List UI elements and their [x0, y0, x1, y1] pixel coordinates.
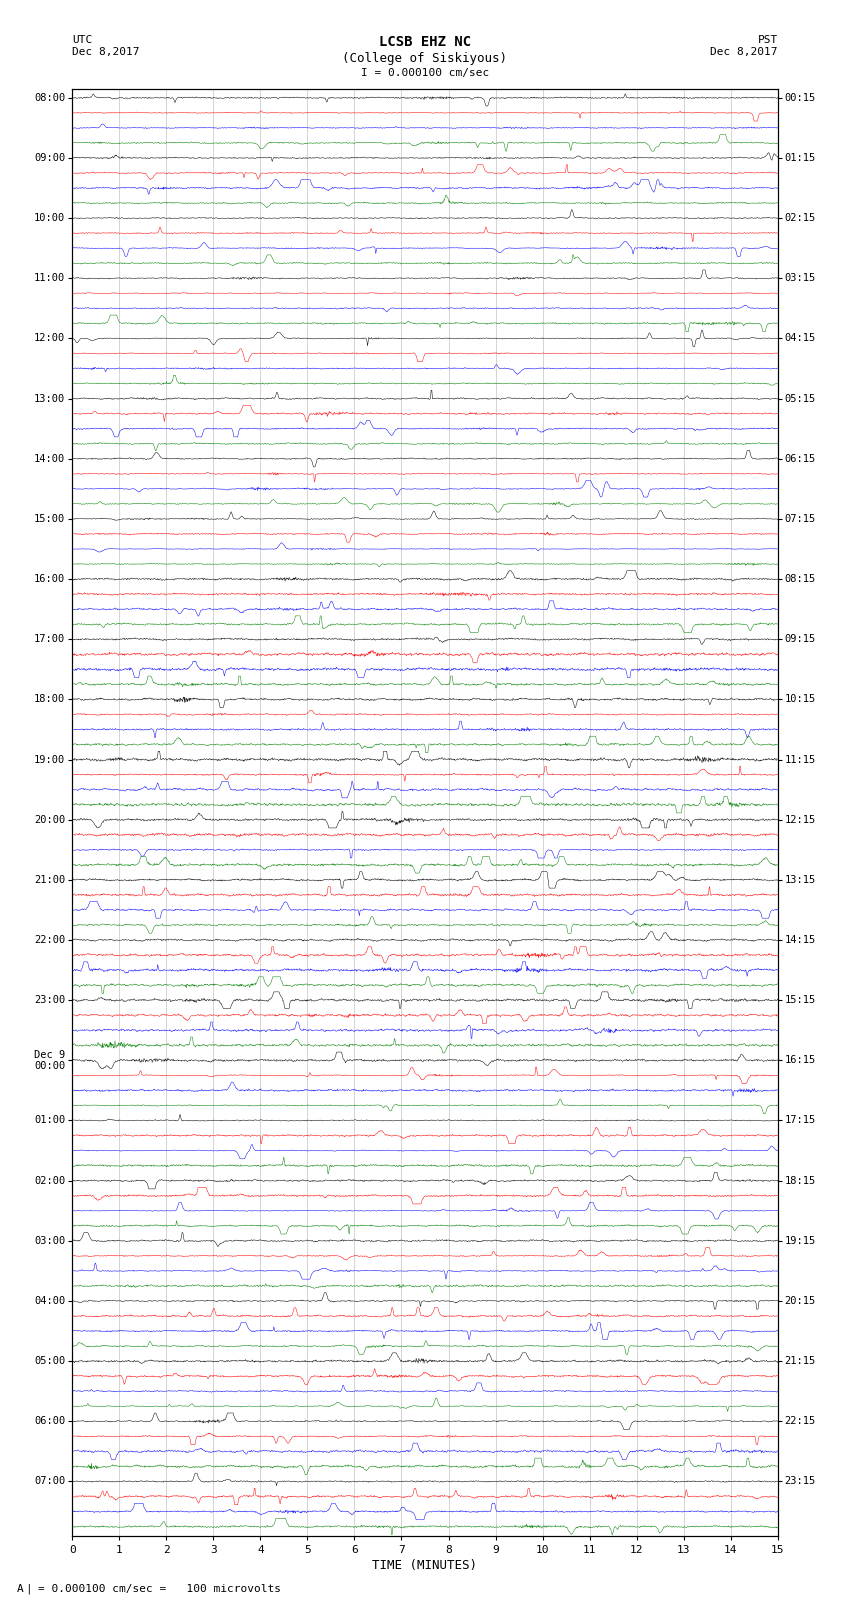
X-axis label: TIME (MINUTES): TIME (MINUTES)	[372, 1558, 478, 1571]
Text: (College of Siskiyous): (College of Siskiyous)	[343, 52, 507, 65]
Text: = 0.000100 cm/sec =   100 microvolts: = 0.000100 cm/sec = 100 microvolts	[38, 1584, 281, 1594]
Text: I = 0.000100 cm/sec: I = 0.000100 cm/sec	[361, 68, 489, 77]
Text: LCSB EHZ NC: LCSB EHZ NC	[379, 35, 471, 50]
Text: Dec 8,2017: Dec 8,2017	[72, 47, 139, 56]
Text: A: A	[17, 1584, 24, 1594]
Text: |: |	[26, 1582, 32, 1594]
Text: Dec 8,2017: Dec 8,2017	[711, 47, 778, 56]
Text: UTC: UTC	[72, 35, 93, 45]
Text: PST: PST	[757, 35, 778, 45]
